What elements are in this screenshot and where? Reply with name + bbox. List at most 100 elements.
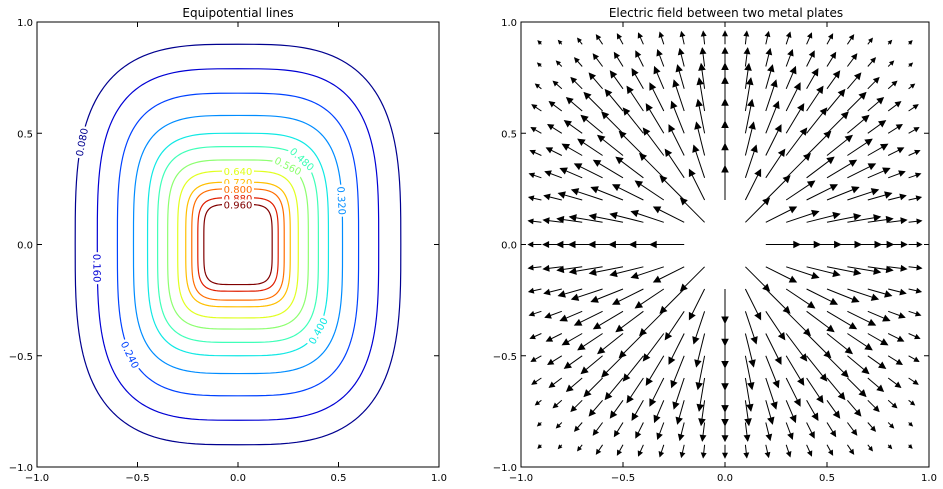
field-arrow-head bbox=[529, 333, 536, 340]
field-arrow-head bbox=[898, 170, 906, 177]
field-arrow-head bbox=[829, 51, 837, 60]
field-arrow-head bbox=[829, 297, 838, 305]
field-arrow-head bbox=[529, 149, 536, 156]
field-arrow-head bbox=[557, 290, 566, 298]
field-arrow-head bbox=[806, 301, 816, 309]
field-arrow-head bbox=[851, 186, 860, 194]
field-arrow-head bbox=[588, 408, 597, 417]
field-arrow-head bbox=[652, 275, 662, 283]
field-arrow-head bbox=[914, 149, 921, 156]
field-arrow-head bbox=[530, 127, 537, 133]
field-arrow-head bbox=[853, 213, 862, 221]
y-tick-label: −0.5 bbox=[493, 352, 517, 363]
field-arrow-head bbox=[870, 425, 877, 432]
field-arrow-head bbox=[527, 218, 534, 225]
field-arrow-head bbox=[743, 30, 750, 37]
field-arrow-head bbox=[528, 310, 536, 317]
contour-label-bg bbox=[222, 177, 254, 189]
field-arrow-head bbox=[555, 240, 564, 249]
contour-line bbox=[197, 197, 279, 292]
field-arrow-head bbox=[747, 381, 755, 391]
field-arrow-head bbox=[692, 144, 700, 153]
field-arrow-head bbox=[675, 416, 683, 425]
field-arrow-head bbox=[557, 444, 563, 450]
field-arrow-head bbox=[531, 104, 538, 110]
field-arrow-head bbox=[649, 82, 657, 91]
field-arrow-head bbox=[534, 83, 541, 89]
field-arrow-head bbox=[700, 452, 707, 459]
field-arrow-head bbox=[764, 451, 771, 459]
field-arrow-head bbox=[645, 103, 653, 112]
field-arrow-head bbox=[631, 68, 639, 77]
x-tick-label: 1.0 bbox=[431, 473, 447, 484]
field-arrow-head bbox=[677, 433, 685, 442]
contour-label: 0.880 bbox=[224, 194, 253, 205]
field-arrow-head bbox=[698, 62, 706, 71]
field-arrow-head bbox=[616, 449, 623, 456]
field-arrow-head bbox=[626, 394, 634, 404]
field-arrow-head bbox=[530, 356, 537, 362]
field-arrow-head bbox=[652, 206, 662, 214]
field-arrow-head bbox=[612, 184, 621, 192]
field-arrow-head bbox=[900, 264, 908, 272]
field-arrow-head bbox=[588, 268, 597, 276]
field-arrow-head bbox=[628, 240, 637, 249]
field-arrow-head bbox=[721, 76, 729, 84]
field-arrow-head bbox=[534, 400, 541, 406]
field-arrow-head bbox=[767, 64, 775, 73]
field-arrow-head bbox=[639, 152, 648, 162]
x-tick-label: 0.5 bbox=[331, 473, 347, 484]
contour-label: 0.240 bbox=[118, 340, 141, 371]
y-tick-label: 0.0 bbox=[17, 241, 33, 252]
field-arrow-head bbox=[793, 398, 801, 407]
y-tick-label: −1.0 bbox=[493, 463, 517, 474]
field-arrow-head bbox=[777, 332, 786, 341]
field-arrow-head bbox=[721, 452, 729, 459]
contour-label-bg bbox=[222, 166, 254, 178]
field-arrow-head bbox=[577, 445, 582, 452]
field-arrow-head bbox=[770, 79, 778, 88]
contour-label-bg bbox=[91, 252, 103, 285]
field-arrow-head bbox=[597, 134, 606, 143]
field-arrow-head bbox=[542, 217, 550, 225]
field-arrow-head bbox=[537, 40, 543, 45]
field-arrow-head bbox=[544, 312, 552, 319]
field-arrow-head bbox=[787, 48, 794, 57]
field-arrow-head bbox=[604, 391, 613, 401]
x-tick-label: 0.5 bbox=[819, 473, 835, 484]
field-arrow-head bbox=[851, 295, 860, 303]
field-arrow-head bbox=[563, 361, 572, 369]
field-arrow-head bbox=[876, 96, 885, 105]
field-arrow-head bbox=[832, 410, 841, 419]
field-arrow-head bbox=[580, 114, 589, 123]
field-arrow-head bbox=[823, 130, 832, 139]
x-tick-label: −0.5 bbox=[611, 473, 635, 484]
field-arrow-head bbox=[670, 379, 678, 389]
field-arrow-head bbox=[609, 70, 618, 79]
field-arrow-head bbox=[679, 451, 686, 459]
field-arrow-head bbox=[912, 379, 919, 385]
field-arrow-head bbox=[577, 138, 586, 146]
field-arrow-head bbox=[588, 213, 597, 221]
field-arrow-head bbox=[536, 62, 542, 68]
field-arrow-head bbox=[570, 405, 578, 413]
field-arrow-head bbox=[672, 79, 680, 88]
field-arrow-head bbox=[658, 31, 665, 38]
field-arrow-head bbox=[631, 412, 639, 421]
field-arrow-head bbox=[916, 264, 923, 271]
field-arrow-head bbox=[597, 346, 606, 355]
field-arrow-head bbox=[777, 148, 786, 157]
field-arrow-head bbox=[592, 53, 600, 61]
field-arrow-head bbox=[884, 290, 893, 298]
field-arrow-head bbox=[743, 434, 751, 442]
field-arrow-head bbox=[664, 332, 673, 341]
field-arrow-head bbox=[615, 324, 624, 333]
contour-line bbox=[74, 43, 402, 446]
field-arrow-head bbox=[844, 134, 853, 143]
field-arrow-head bbox=[772, 100, 780, 110]
field-arrow-head bbox=[626, 85, 634, 95]
field-arrow-head bbox=[552, 402, 559, 409]
field-arrow-head bbox=[695, 98, 703, 108]
field-arrow-head bbox=[861, 114, 870, 123]
